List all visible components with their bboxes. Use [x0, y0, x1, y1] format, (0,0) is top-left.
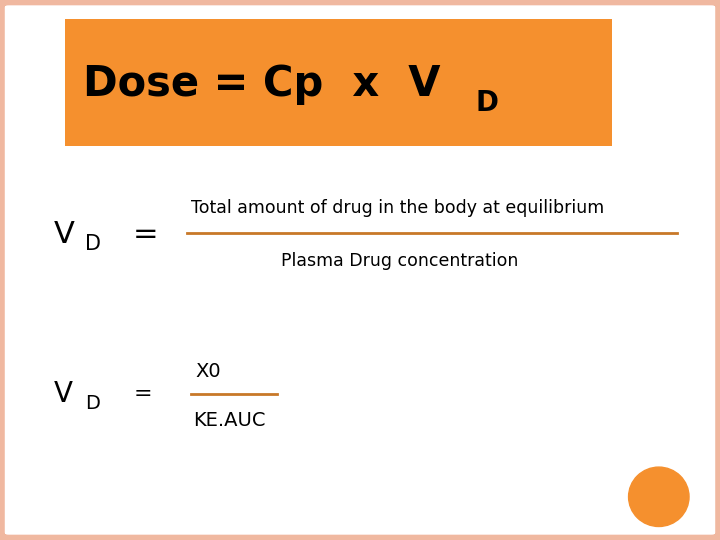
- Text: V: V: [54, 380, 73, 408]
- Text: =: =: [133, 384, 152, 404]
- FancyBboxPatch shape: [65, 19, 612, 146]
- Text: D: D: [85, 394, 100, 414]
- Text: Total amount of drug in the body at equilibrium: Total amount of drug in the body at equi…: [191, 199, 604, 218]
- Text: Plasma Drug concentration: Plasma Drug concentration: [281, 252, 518, 271]
- Ellipse shape: [629, 467, 689, 526]
- Text: D: D: [85, 234, 101, 254]
- Text: V: V: [54, 220, 75, 249]
- Text: X0: X0: [196, 362, 222, 381]
- Text: =: =: [133, 220, 159, 249]
- Text: KE.AUC: KE.AUC: [193, 410, 266, 430]
- Text: Dose = Cp  x  V: Dose = Cp x V: [83, 63, 441, 105]
- Text: D: D: [475, 89, 498, 117]
